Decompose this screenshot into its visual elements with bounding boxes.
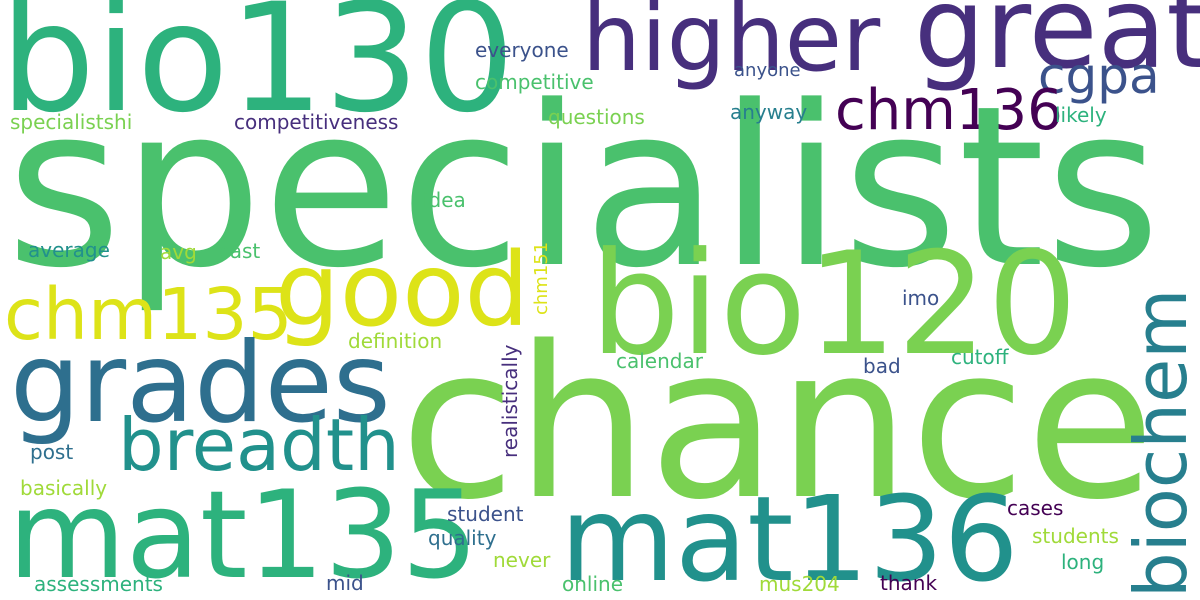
word-breadth: breadth bbox=[118, 403, 400, 487]
word-thank: thank bbox=[880, 571, 938, 595]
word-bio120: bio120 bbox=[590, 222, 1078, 387]
word-avg: avg bbox=[160, 240, 197, 264]
word-higher: higher bbox=[582, 0, 881, 92]
word-students: students bbox=[1032, 524, 1119, 548]
word-never: never bbox=[493, 548, 551, 572]
word-student: student bbox=[447, 502, 524, 526]
word-competitiveness: competitiveness bbox=[234, 110, 399, 134]
word-chm135: chm135 bbox=[4, 273, 293, 356]
word-assessments: assessments bbox=[34, 572, 163, 596]
word-online: online bbox=[562, 572, 624, 596]
word-grades: grades bbox=[10, 319, 391, 448]
word-bio130: bio130 bbox=[0, 0, 515, 146]
word-anyone: anyone bbox=[734, 60, 801, 81]
word-imo: imo bbox=[902, 286, 940, 310]
word-realistically: realistically bbox=[498, 344, 522, 458]
word-mus204: mus204 bbox=[759, 572, 840, 596]
word-long: long bbox=[1061, 550, 1105, 574]
word-specialistshi: specialistshi bbox=[10, 110, 133, 134]
word-anyway: anyway bbox=[730, 100, 808, 124]
word-competitive: competitive bbox=[475, 70, 594, 94]
word-cutoff: cutoff bbox=[951, 345, 1009, 369]
word-likely: likely bbox=[1055, 103, 1107, 127]
word-bad: bad bbox=[863, 354, 901, 378]
word-specialists: specialists bbox=[6, 59, 1161, 317]
word-mat136: mat136 bbox=[560, 470, 1019, 600]
word-questions: questions bbox=[548, 105, 645, 129]
word-mid: mid bbox=[326, 571, 364, 595]
word-past: past bbox=[217, 239, 261, 263]
word-mat135: mat135 bbox=[8, 465, 479, 600]
word-chance: chance bbox=[400, 301, 1155, 546]
word-average: average bbox=[28, 238, 110, 262]
word-chm151: chm151 bbox=[531, 241, 552, 315]
word-definition: definition bbox=[348, 329, 443, 353]
word-biochem: biochem bbox=[1119, 288, 1200, 598]
word-quality: quality bbox=[428, 526, 497, 550]
word-great: great bbox=[914, 0, 1200, 94]
word-basically: basically bbox=[20, 476, 108, 500]
word-everyone: everyone bbox=[475, 38, 569, 62]
word-cgpa: cgpa bbox=[1038, 47, 1160, 105]
word-calendar: calendar bbox=[616, 349, 703, 373]
word-chm136: chm136 bbox=[835, 78, 1063, 143]
word-good: good bbox=[275, 231, 530, 350]
word-post: post bbox=[30, 440, 74, 464]
word-idea: idea bbox=[423, 188, 466, 212]
word-cases: cases bbox=[1007, 496, 1064, 520]
